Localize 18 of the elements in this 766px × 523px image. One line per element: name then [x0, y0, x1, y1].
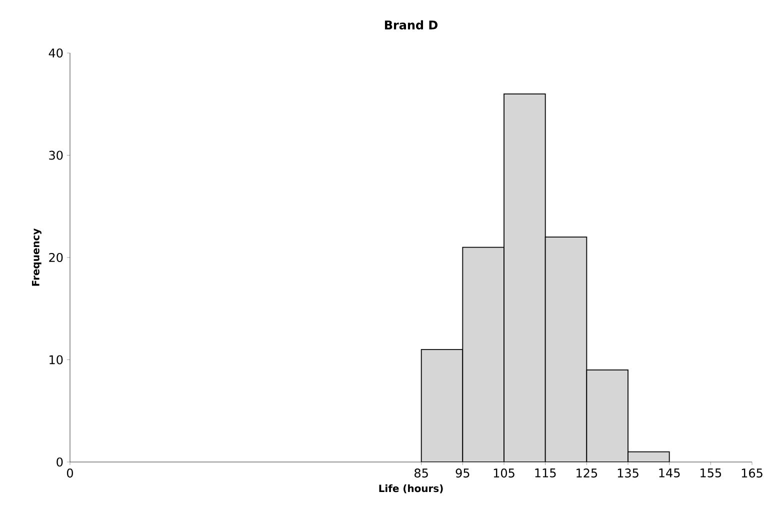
x-tick-label: 0 [66, 468, 74, 478]
x-tick-label: 95 [456, 468, 470, 478]
x-tick-label: 155 [700, 468, 722, 478]
y-tick-label: 30 [49, 150, 63, 160]
x-tick-label: 165 [742, 468, 762, 478]
x-tick-label: 115 [535, 468, 556, 478]
y-tick-label: 10 [50, 355, 63, 364]
x-tick-label: 135 [618, 468, 638, 478]
y-tick-label: 0 [56, 457, 63, 467]
x-tick-label: 85 [414, 468, 428, 478]
x-tick-label: 105 [494, 468, 514, 478]
x-axis-title: Life (hours) [379, 484, 443, 494]
chart-title: Brand D [384, 20, 438, 30]
x-tick-label: 145 [659, 468, 680, 478]
y-tick-label: 20 [49, 252, 63, 262]
y-axis-title: Frequency [32, 228, 42, 286]
y-tick-label: 40 [48, 48, 63, 58]
x-tick-label: 125 [576, 468, 598, 478]
